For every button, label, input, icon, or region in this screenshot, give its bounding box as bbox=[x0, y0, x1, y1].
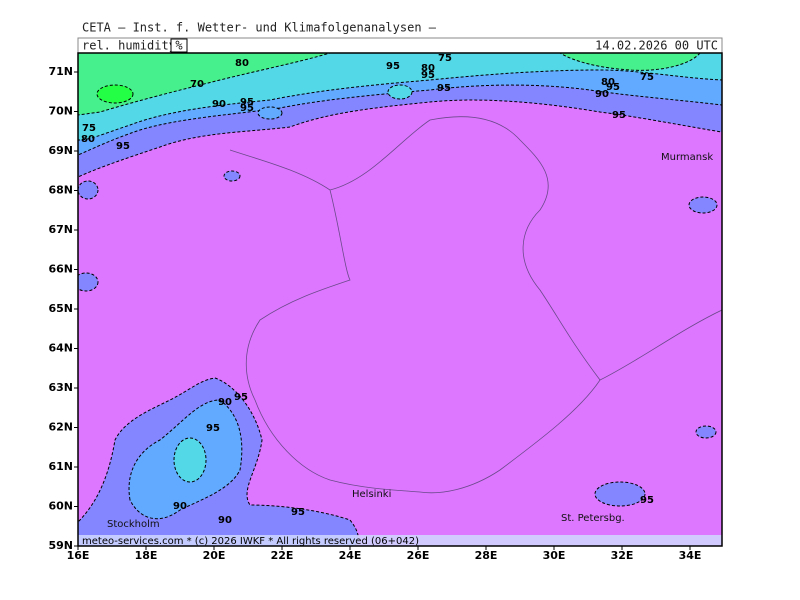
lat-label: 59N bbox=[48, 539, 73, 552]
lon-label: 32E bbox=[611, 549, 634, 562]
map-frame bbox=[77, 52, 723, 547]
contour-label: 95 bbox=[612, 110, 626, 121]
parameter: rel. humidity bbox=[82, 39, 176, 53]
lon-label: 16E bbox=[67, 549, 90, 562]
contour-label: 75 bbox=[438, 53, 452, 64]
contour-area bbox=[257, 106, 283, 120]
lat-label: 66N bbox=[48, 263, 73, 276]
lat-label: 71N bbox=[48, 65, 73, 78]
header-title: CETA — Inst. f. Wetter- und Klimafolgena… bbox=[82, 21, 437, 35]
valid-time: 14.02.2026 00 UTC bbox=[595, 39, 718, 53]
lon-label: 24E bbox=[339, 549, 362, 562]
contour-area bbox=[688, 196, 718, 214]
place-label: Stockholm bbox=[107, 519, 160, 530]
lon-label: 30E bbox=[543, 549, 566, 562]
lat-label: 64N bbox=[48, 342, 73, 355]
contour-label: 95 bbox=[234, 392, 248, 403]
contour-label: 95 bbox=[386, 61, 400, 72]
lat-label: 67N bbox=[48, 223, 73, 236]
map-field: meteo-services.com * (c) 2026 IWKF * All… bbox=[77, 52, 723, 547]
contour-label: 95 bbox=[606, 82, 620, 93]
contour-label: 95 bbox=[421, 70, 435, 81]
contour-label: 75 bbox=[82, 123, 96, 134]
lat-label: 61N bbox=[48, 460, 73, 473]
contour-label: 90 bbox=[212, 99, 226, 110]
contour-label: 90 bbox=[218, 515, 232, 526]
footer-strip bbox=[78, 535, 722, 546]
lon-label: 26E bbox=[407, 549, 430, 562]
border bbox=[229, 149, 421, 493]
contour-label: 95 bbox=[206, 423, 220, 434]
contour-label: 90 bbox=[595, 89, 609, 100]
contour-label: 95 bbox=[240, 97, 254, 108]
contour-area bbox=[594, 481, 646, 507]
border bbox=[599, 309, 722, 381]
lat-label: 65N bbox=[48, 302, 73, 315]
contour-area bbox=[559, 53, 701, 71]
border bbox=[419, 116, 601, 494]
lat-label: 68N bbox=[48, 184, 73, 197]
contour-label: 80 bbox=[601, 77, 615, 88]
unit-box bbox=[170, 38, 188, 53]
contour-label: 95 bbox=[116, 141, 130, 152]
contour-label: 70 bbox=[190, 79, 204, 90]
lat-label: 69N bbox=[48, 144, 73, 157]
lat-label: 63N bbox=[48, 381, 73, 394]
lat-label: 70N bbox=[48, 105, 73, 118]
lon-label: 20E bbox=[203, 549, 226, 562]
lat-label: 62N bbox=[48, 421, 73, 434]
contour-label: 80 bbox=[421, 63, 435, 74]
lon-label: 22E bbox=[271, 549, 294, 562]
contour-area bbox=[387, 84, 413, 100]
border bbox=[329, 119, 431, 191]
contour-area bbox=[78, 180, 99, 200]
contour-label: 90 bbox=[173, 501, 187, 512]
contour-label: 95 bbox=[291, 507, 305, 518]
lon-label: 18E bbox=[135, 549, 158, 562]
lon-label: 28E bbox=[475, 549, 498, 562]
contour-label: 75 bbox=[640, 72, 654, 83]
contour-label: 80 bbox=[235, 58, 249, 69]
contour-label: 95 bbox=[240, 103, 254, 114]
contour-area bbox=[173, 437, 207, 483]
lat-label: 60N bbox=[48, 500, 73, 513]
contour-label: 95 bbox=[437, 83, 451, 94]
contour-label: 80 bbox=[81, 134, 95, 145]
footer: meteo-services.com * (c) 2026 IWKF * All… bbox=[82, 536, 419, 547]
place-label: Helsinki bbox=[352, 489, 391, 500]
place-label: St. Petersbg. bbox=[561, 513, 625, 524]
contour-area bbox=[78, 53, 331, 116]
contour-area bbox=[78, 272, 99, 292]
contour-label: 95 bbox=[640, 495, 654, 506]
place-label: Murmansk bbox=[661, 152, 713, 163]
lon-label: 34E bbox=[679, 549, 702, 562]
unit: % bbox=[175, 39, 183, 53]
contour-area bbox=[223, 170, 241, 182]
contour-label: 90 bbox=[218, 397, 232, 408]
contour-area bbox=[695, 425, 717, 439]
contour-area bbox=[96, 84, 134, 104]
